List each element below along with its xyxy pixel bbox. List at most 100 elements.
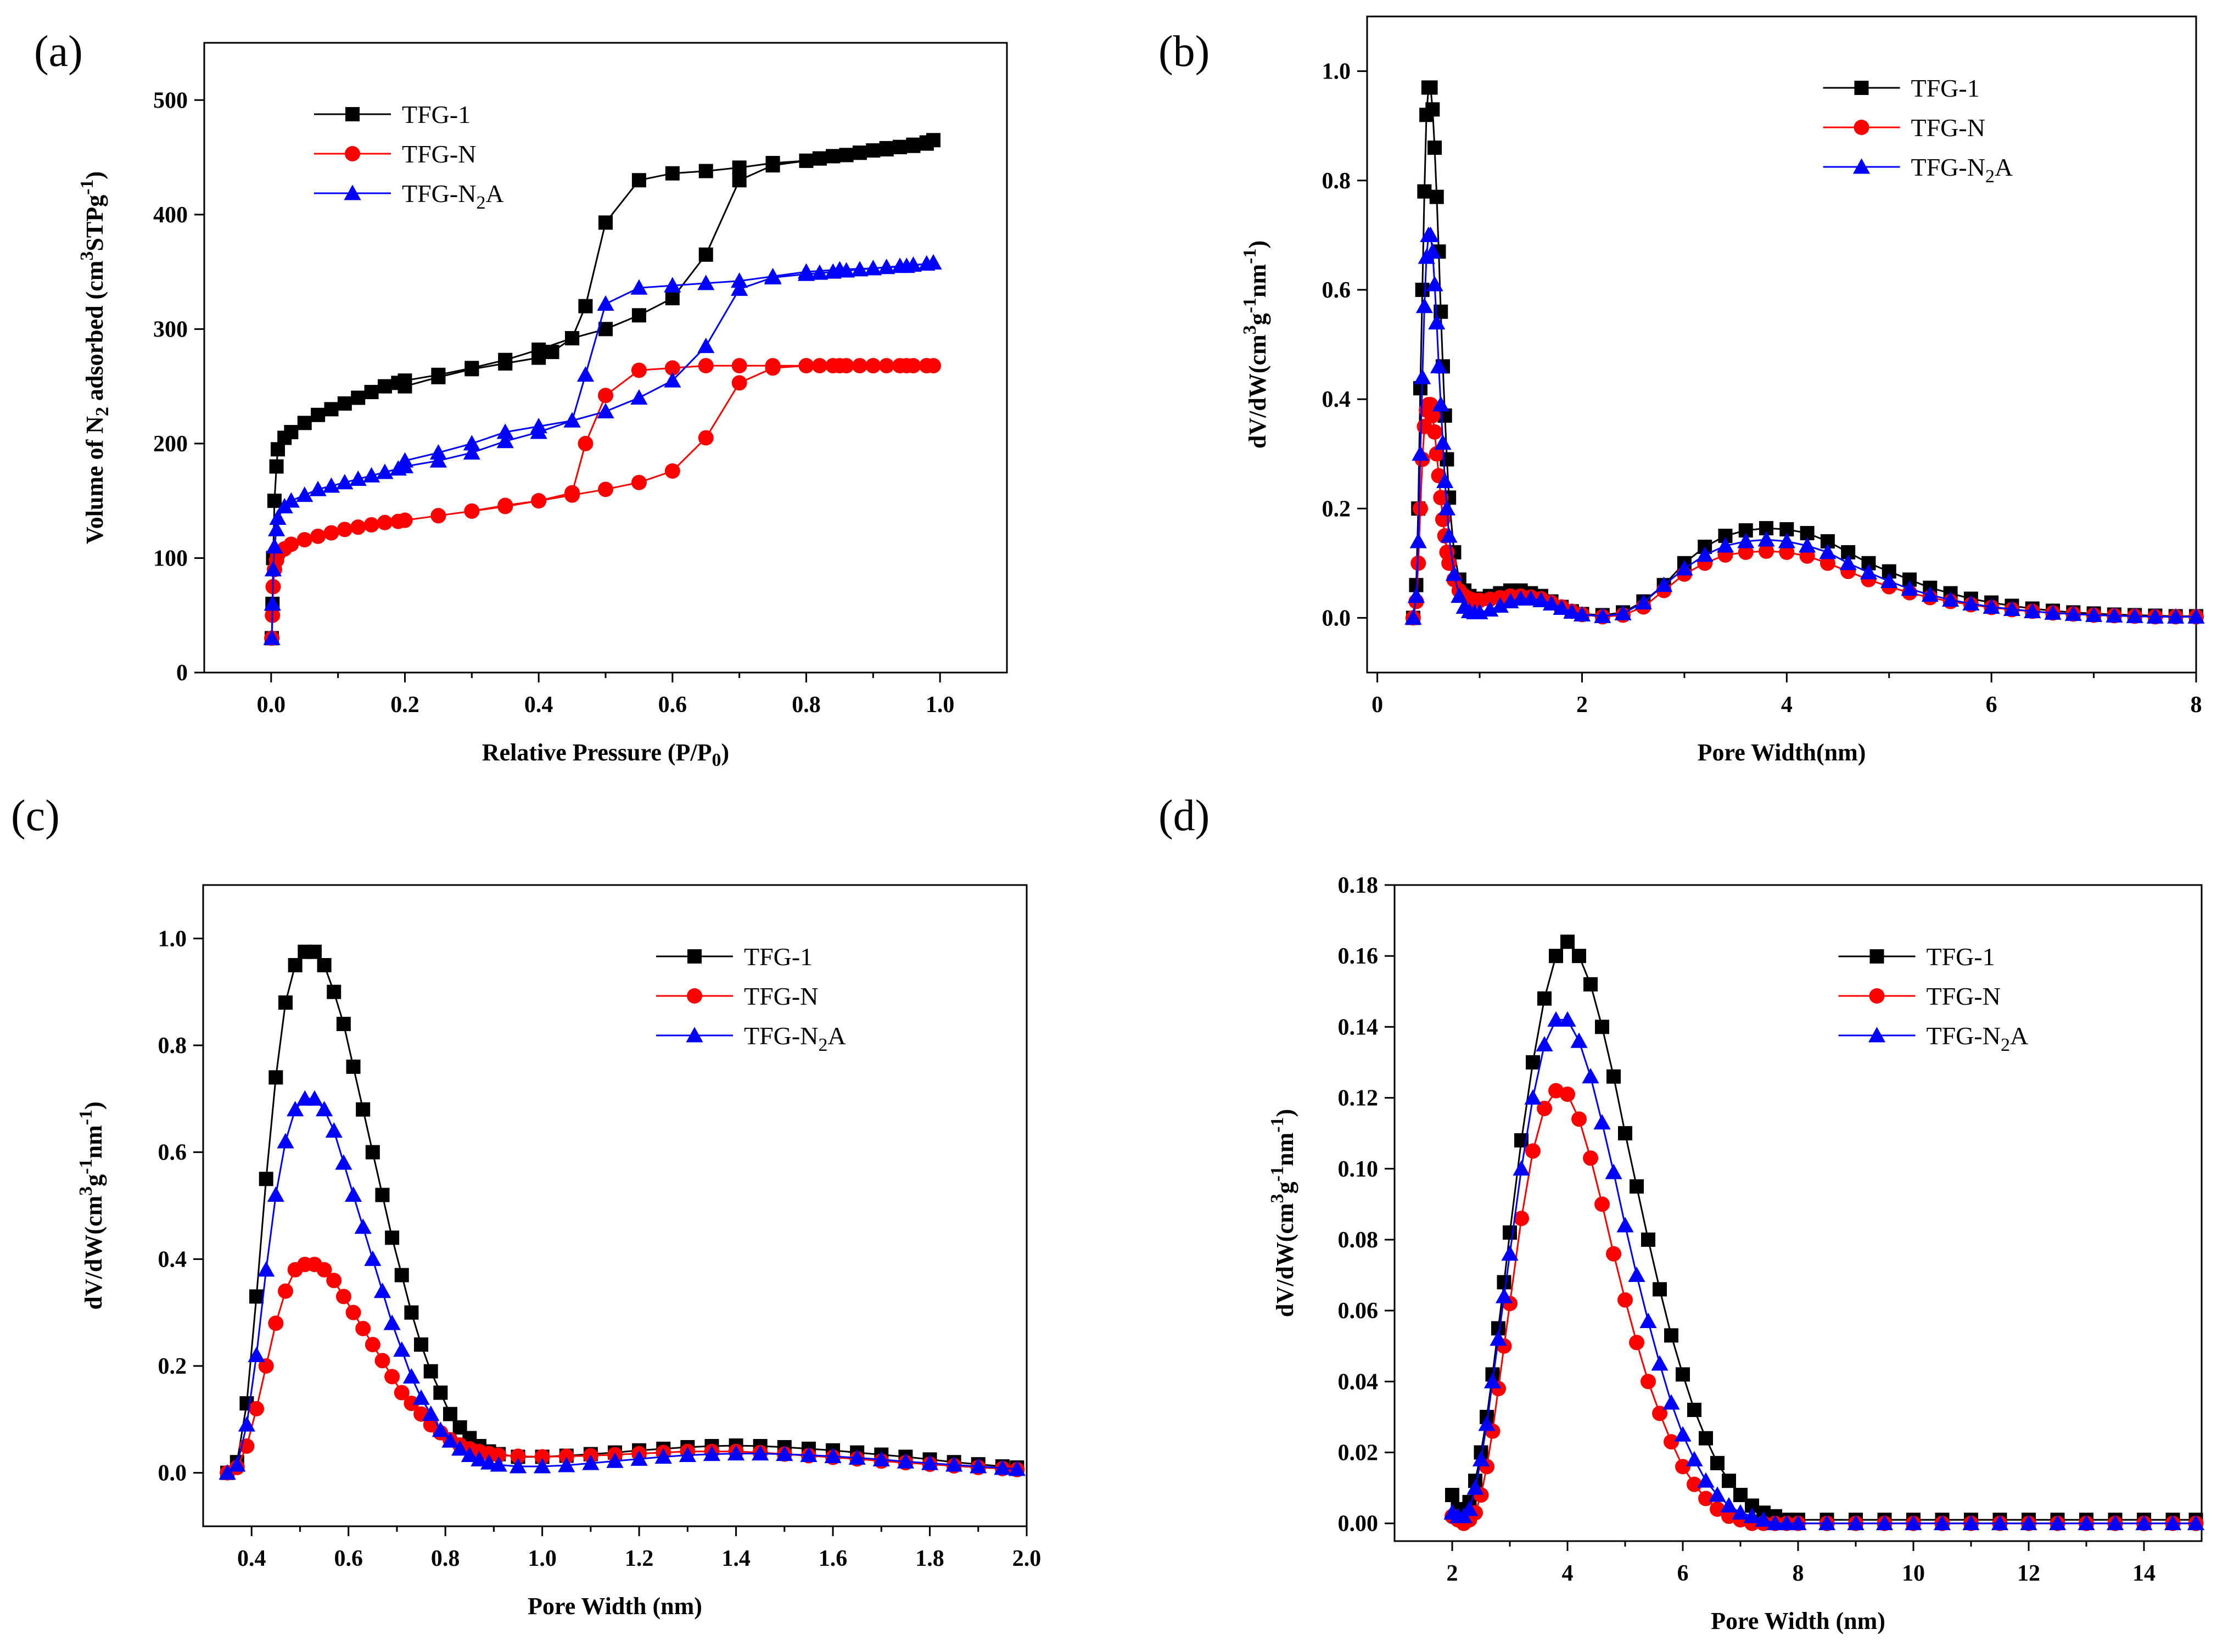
data-point [269,459,284,474]
data-point [364,385,379,400]
data-point [2106,607,2123,623]
data-point [1560,934,1575,949]
y-tick-label: 0.04 [1338,1369,1379,1395]
data-point [994,1459,1011,1475]
data-point [697,338,715,354]
data-point [1404,609,1422,625]
data-point [1606,1246,1621,1262]
data-point [2003,600,2021,616]
data-point [664,360,680,376]
data-point [310,528,326,544]
data-point [1414,368,1431,384]
data-point [1595,1020,1609,1034]
data-point [697,275,715,290]
data-point [906,137,921,152]
data-point [1559,1011,1576,1027]
data-point [248,1346,265,1363]
data-point [297,416,312,430]
data-point [1426,276,1443,292]
data-point [764,267,782,283]
data-point [2187,1515,2205,1531]
data-point [362,467,380,483]
data-point [1991,1515,2009,1531]
data-point [315,1101,333,1117]
data-point [404,1396,419,1412]
data-point [765,358,781,374]
data-point [919,358,934,374]
data-point [2085,606,2103,622]
data-point [350,519,366,535]
data-point [893,139,908,154]
y-tick-label: 0.8 [158,1033,187,1059]
legend: TFG-1 TFG-N TFG-N2A [656,943,846,1055]
y-tick-label: 0.0 [1322,606,1351,631]
data-point [326,1273,342,1289]
data-point [1605,1163,1622,1179]
data-point [2164,1515,2182,1531]
data-point [545,345,559,360]
data-point [282,492,300,508]
x-tick-label: 0.2 [390,692,419,718]
data-point [921,1454,939,1470]
series-TFG-N2A [263,254,942,645]
data-point [578,299,593,313]
data-point [345,1304,361,1320]
data-point [1522,590,1539,606]
data-point [1440,527,1458,543]
series-line [1452,1019,2196,1525]
data-point [1860,564,1878,580]
data-point [355,1320,371,1336]
data-point [296,486,313,502]
data-point [268,1315,284,1331]
data-point [1789,1515,1807,1531]
data-point [1709,1486,1726,1502]
data-point [1427,141,1442,155]
data-point [679,1446,696,1463]
plot-frame [1366,15,2197,674]
data-point [1594,1196,1610,1212]
y-tick-label: 0.6 [158,1140,187,1166]
x-tick-label: 2 [1576,692,1588,718]
y-tick-label: 0.18 [1338,873,1379,898]
data-point [899,358,915,374]
data-point [1582,1068,1599,1084]
data-point [1491,597,1509,613]
data-point [2126,607,2143,623]
data-point [1778,533,1795,548]
data-point [630,389,648,405]
x-tick-label: 4 [1781,692,1793,718]
data-point [1513,1160,1530,1176]
data-point [530,418,547,434]
data-point [1421,226,1440,242]
data-point [872,1451,890,1466]
data-point [698,358,714,374]
data-point [630,279,648,295]
data-point [335,1154,352,1170]
data-point [2167,608,2185,624]
data-point [631,474,647,490]
data-point [1905,1515,1922,1531]
data-point [257,1261,275,1277]
x-tick-label: 1.8 [915,1546,944,1571]
x-tick-label: 0.8 [431,1546,460,1571]
data-point [316,1262,332,1278]
data-point [1697,1472,1715,1488]
data-point [404,1305,419,1320]
data-point [839,148,854,163]
data-point [323,525,339,541]
data-point [1779,544,1795,560]
data-point [1639,1312,1657,1328]
y-tick-label: 200 [153,432,188,457]
legend: TFG-1 TFG-N TFG-N2A [314,100,504,213]
data-point [1686,1451,1703,1466]
data-point [1674,1426,1692,1442]
data-point [1696,546,1714,562]
data-point [283,536,299,552]
data-point [383,1314,401,1330]
data-point [1618,1126,1632,1141]
data-point [1472,1451,1490,1466]
data-point [429,444,447,460]
data-point [1536,1036,1553,1052]
series-TFG-N2A [1443,1011,2205,1531]
data-point [918,255,936,271]
